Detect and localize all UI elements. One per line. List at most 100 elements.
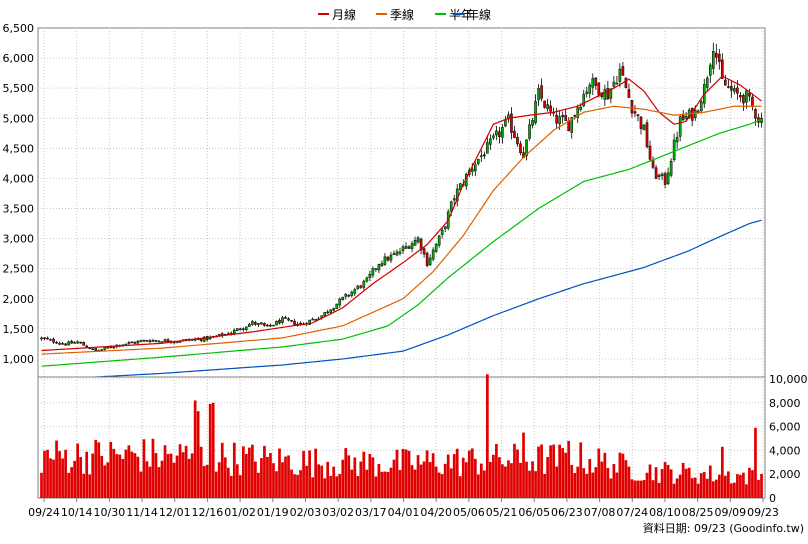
x-tick-label: 10/14 [61, 506, 93, 519]
volume-bar [238, 475, 242, 498]
candle [733, 84, 736, 95]
volume-bar [446, 454, 450, 498]
month-ma-line [41, 75, 762, 352]
candle [266, 324, 269, 327]
candle-body [380, 263, 384, 267]
candle [489, 134, 492, 150]
candle-body [654, 167, 658, 179]
volume-bar [666, 464, 670, 498]
candle-body [236, 328, 239, 331]
volume-bar [350, 469, 354, 498]
candle [739, 92, 742, 103]
price-panel: 1,000 1,500 2,000 2,500 3,000 3,500 4,000 4,500… [3, 22, 766, 381]
x-tick-label: 01/19 [257, 506, 289, 519]
x-tick-label: 09/24 [28, 506, 60, 519]
volume-bar [269, 453, 272, 498]
volume-bar [492, 454, 495, 498]
candle [365, 276, 369, 283]
candle-body [52, 338, 55, 343]
volume-y-tick-label: 0 [769, 492, 776, 505]
candle-body [603, 89, 607, 100]
candle [145, 339, 149, 342]
volume-bar [251, 444, 254, 498]
candle-body [311, 318, 314, 321]
candle [160, 341, 164, 343]
volume-bar [458, 476, 462, 498]
candle [311, 317, 314, 321]
candle [389, 252, 393, 263]
candle [437, 234, 441, 248]
candle-body [112, 346, 116, 349]
candle [507, 111, 510, 123]
candle [675, 131, 679, 149]
volume-bar [190, 453, 194, 498]
candle [513, 125, 516, 139]
x-tick-label: 09/23 [747, 506, 779, 519]
price-y-tick-label: 5,500 [3, 82, 35, 95]
candle [52, 337, 55, 344]
volume-bar [314, 448, 317, 498]
candle [407, 245, 411, 249]
volume-bar [473, 458, 477, 498]
candle [705, 75, 709, 92]
candle-body [70, 341, 73, 344]
candle [293, 318, 296, 326]
candle [272, 324, 275, 327]
volume-y-tick-label: 10,000 [769, 373, 808, 386]
volume-bar [302, 450, 305, 498]
candle-body [148, 340, 152, 342]
volume-bar [229, 475, 233, 498]
candle-body [202, 336, 206, 342]
data-date-footer: 資料日期: 09/23 (Goodinfo.tw) [643, 521, 804, 535]
x-tick-label: 03/02 [322, 506, 354, 519]
candle [715, 44, 718, 65]
volume-bar [693, 477, 697, 498]
candle [699, 98, 703, 114]
volume-bar [160, 460, 164, 498]
volume-bar [699, 473, 703, 498]
candle [341, 296, 345, 301]
candle-body [275, 320, 278, 326]
price-y-tick-label: 4,000 [3, 172, 35, 185]
volume-bars [40, 374, 763, 498]
volume-bar [139, 471, 143, 498]
volume-bar [486, 374, 489, 498]
volume-bar [720, 446, 724, 498]
candle [708, 62, 712, 83]
volume-bar [437, 472, 441, 498]
volume-bar [380, 471, 384, 498]
candle-body [543, 100, 546, 108]
candle [639, 116, 643, 135]
x-tick-label: 04/20 [420, 506, 452, 519]
candle-body [558, 116, 561, 124]
candle-body [443, 226, 447, 230]
volume-bar [52, 459, 55, 498]
candle-body [528, 124, 531, 139]
volume-bar [368, 453, 372, 498]
volume-bar [603, 452, 607, 498]
volume-bar [347, 455, 351, 498]
volume-bar [272, 463, 275, 498]
x-tick-label: 10/30 [94, 506, 126, 519]
candle [534, 94, 537, 125]
volume-bar [501, 464, 504, 498]
candle-body [561, 115, 564, 118]
candle-body [151, 340, 155, 342]
candle [591, 73, 595, 96]
candle [621, 62, 625, 76]
volume-bar [443, 463, 447, 498]
volume-bar [519, 462, 522, 498]
candle-body [504, 119, 507, 127]
candle-body [449, 201, 453, 212]
candle-body [142, 339, 146, 342]
candle-body [254, 321, 257, 325]
volume-bar [148, 466, 152, 498]
volume-bar [461, 457, 465, 498]
volume-bar [624, 460, 628, 498]
candle [383, 252, 387, 266]
price-y-tick-label: 1,000 [3, 353, 35, 366]
candle-body [398, 251, 402, 254]
candle [711, 42, 715, 75]
volume-bar [612, 463, 616, 498]
candle-body [715, 52, 718, 58]
